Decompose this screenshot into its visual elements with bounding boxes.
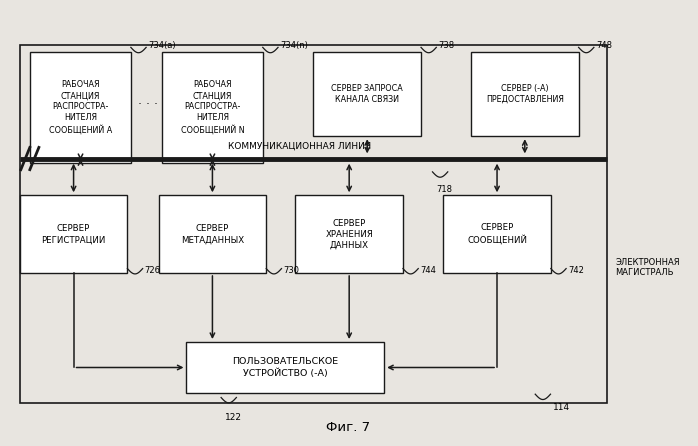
Text: 730: 730: [283, 266, 299, 275]
Text: 744: 744: [420, 266, 436, 275]
FancyBboxPatch shape: [443, 195, 551, 273]
FancyBboxPatch shape: [313, 52, 421, 136]
Text: 734(a): 734(a): [148, 41, 176, 50]
Text: СЕРВЕР ЗАПРОСА
КАНАЛА СВЯЗИ: СЕРВЕР ЗАПРОСА КАНАЛА СВЯЗИ: [332, 84, 403, 104]
FancyBboxPatch shape: [295, 195, 403, 273]
Text: 742: 742: [568, 266, 584, 275]
Text: СЕРВЕР
РЕГИСТРАЦИИ: СЕРВЕР РЕГИСТРАЦИИ: [41, 224, 106, 244]
Text: 738: 738: [438, 41, 454, 50]
FancyBboxPatch shape: [186, 342, 384, 393]
Text: СЕРВЕР
МЕТАДАННЫХ: СЕРВЕР МЕТАДАННЫХ: [181, 224, 244, 244]
Text: 718: 718: [436, 185, 452, 194]
Text: СЕРВЕР
СООБЩЕНИЙ: СЕРВЕР СООБЩЕНИЙ: [467, 223, 527, 245]
Text: 734(n): 734(n): [280, 41, 308, 50]
Text: КОММУНИКАЦИОННАЯ ЛИНИЯ: КОММУНИКАЦИОННАЯ ЛИНИЯ: [228, 141, 371, 151]
Text: СЕРВЕР (-А)
ПРЕДОСТАВЛЕНИЯ: СЕРВЕР (-А) ПРЕДОСТАВЛЕНИЯ: [486, 84, 564, 104]
FancyBboxPatch shape: [158, 195, 266, 273]
Text: РАБОЧАЯ
СТАНЦИЯ
РАСПРОСТРА-
НИТЕЛЯ
СООБЩЕНИЙ N: РАБОЧАЯ СТАНЦИЯ РАСПРОСТРА- НИТЕЛЯ СООБЩ…: [181, 80, 244, 135]
Text: РАБОЧАЯ
СТАНЦИЯ
РАСПРОСТРА-
НИТЕЛЯ
СООБЩЕНИЙ А: РАБОЧАЯ СТАНЦИЯ РАСПРОСТРА- НИТЕЛЯ СООБЩ…: [49, 80, 112, 135]
Text: . . .: . . .: [138, 94, 158, 107]
FancyBboxPatch shape: [20, 195, 128, 273]
Text: ПОЛЬЗОВАТЕЛЬСКОЕ
УСТРОЙСТВО (-А): ПОЛЬЗОВАТЕЛЬСКОЕ УСТРОЙСТВО (-А): [232, 357, 339, 378]
Text: Фиг. 7: Фиг. 7: [326, 421, 370, 434]
Text: 726: 726: [144, 266, 161, 275]
FancyBboxPatch shape: [162, 52, 262, 163]
FancyBboxPatch shape: [30, 52, 131, 163]
Text: 748: 748: [596, 41, 612, 50]
Text: 114: 114: [553, 403, 570, 412]
FancyBboxPatch shape: [471, 52, 579, 136]
Text: ЭЛЕКТРОННАЯ
МАГИСТРАЛЬ: ЭЛЕКТРОННАЯ МАГИСТРАЛЬ: [615, 258, 680, 277]
Text: 122: 122: [225, 413, 242, 422]
Text: СЕРВЕР
ХРАНЕНИЯ
ДАННЫХ: СЕРВЕР ХРАНЕНИЯ ДАННЫХ: [325, 219, 373, 250]
